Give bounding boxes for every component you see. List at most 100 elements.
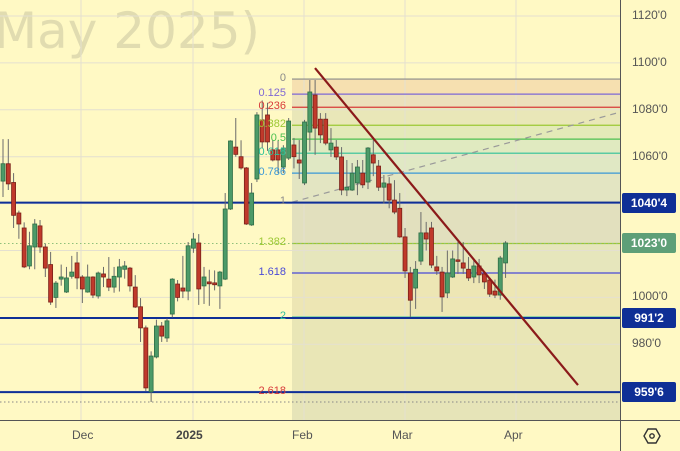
- candle-up[interactable]: [32, 223, 38, 248]
- candle-up[interactable]: [111, 275, 117, 288]
- candle-down[interactable]: [11, 182, 16, 216]
- candle-down[interactable]: [360, 172, 366, 186]
- candle-down[interactable]: [492, 290, 498, 296]
- candle-down[interactable]: [323, 118, 329, 144]
- candle-down[interactable]: [5, 163, 11, 185]
- candle-up[interactable]: [64, 277, 69, 293]
- candle-down[interactable]: [175, 283, 180, 298]
- candle-down[interactable]: [243, 167, 249, 225]
- candle-down[interactable]: [143, 327, 149, 389]
- candle-up[interactable]: [349, 172, 355, 191]
- candle-down[interactable]: [434, 266, 440, 272]
- candle-down[interactable]: [275, 149, 281, 161]
- candle-down[interactable]: [79, 276, 85, 290]
- candle-down[interactable]: [487, 279, 493, 295]
- candle-up[interactable]: [154, 325, 159, 358]
- candle-up[interactable]: [201, 276, 207, 287]
- candle-down[interactable]: [196, 242, 202, 290]
- candle-up[interactable]: [58, 276, 64, 280]
- candle-down[interactable]: [259, 119, 265, 143]
- candle-down[interactable]: [159, 325, 165, 337]
- candle-down[interactable]: [466, 268, 471, 279]
- candle-up[interactable]: [418, 232, 424, 262]
- candle-up[interactable]: [302, 121, 307, 184]
- candle-down[interactable]: [127, 267, 133, 287]
- candle-down[interactable]: [439, 271, 445, 298]
- candle-down[interactable]: [180, 287, 186, 292]
- candle-up[interactable]: [217, 271, 223, 287]
- candle-down[interactable]: [101, 273, 106, 278]
- candle-down[interactable]: [455, 259, 461, 262]
- candle-up[interactable]: [122, 265, 128, 270]
- fib-level-label: 1: [279, 195, 286, 208]
- candle-down[interactable]: [460, 262, 466, 269]
- candle-down[interactable]: [212, 282, 218, 286]
- candle-up[interactable]: [355, 166, 360, 184]
- candle-up[interactable]: [116, 266, 122, 278]
- candle-up[interactable]: [503, 242, 508, 264]
- candle-down[interactable]: [270, 149, 276, 161]
- candle-up[interactable]: [450, 258, 456, 278]
- candle-up[interactable]: [27, 245, 32, 267]
- candle-up[interactable]: [280, 147, 286, 168]
- candle-up[interactable]: [249, 192, 255, 226]
- candle-up[interactable]: [381, 182, 387, 188]
- candle-up[interactable]: [344, 186, 350, 191]
- candle-up[interactable]: [365, 147, 371, 183]
- candle-down[interactable]: [407, 272, 413, 301]
- candle-down[interactable]: [132, 286, 138, 308]
- candle-down[interactable]: [423, 232, 429, 240]
- candle-down[interactable]: [429, 227, 434, 266]
- candle-down[interactable]: [206, 281, 212, 285]
- candle-up[interactable]: [307, 91, 313, 133]
- candle-down[interactable]: [48, 264, 54, 303]
- candle-up[interactable]: [185, 245, 191, 292]
- candle-down[interactable]: [37, 225, 43, 248]
- candle-up[interactable]: [444, 272, 450, 294]
- candle-down[interactable]: [106, 278, 112, 288]
- candle-down[interactable]: [42, 246, 48, 269]
- candle-up[interactable]: [222, 208, 228, 280]
- candle-down[interactable]: [386, 183, 392, 201]
- candle-up[interactable]: [228, 140, 233, 210]
- candle-down[interactable]: [296, 159, 302, 164]
- candle-up[interactable]: [191, 238, 196, 249]
- fib-band: [292, 317, 620, 393]
- candle-down[interactable]: [376, 165, 381, 188]
- candle-down[interactable]: [339, 156, 344, 191]
- candle-down[interactable]: [265, 114, 270, 143]
- candle-down[interactable]: [74, 262, 80, 279]
- candle-down[interactable]: [333, 146, 339, 158]
- candle-down[interactable]: [291, 144, 297, 158]
- candle-up[interactable]: [471, 265, 477, 278]
- gear-hexagon-icon[interactable]: [643, 427, 661, 445]
- candle-down[interactable]: [138, 306, 143, 329]
- candle-up[interactable]: [169, 278, 175, 315]
- candle-down[interactable]: [238, 156, 244, 169]
- candle-down[interactable]: [402, 236, 408, 272]
- candle-down[interactable]: [21, 227, 27, 268]
- trend-line[interactable]: [314, 67, 579, 386]
- candle-down[interactable]: [90, 276, 96, 296]
- candle-up[interactable]: [497, 257, 503, 296]
- candle-up[interactable]: [85, 276, 91, 293]
- candle-down[interactable]: [370, 154, 376, 164]
- candle-down[interactable]: [397, 207, 403, 238]
- candle-up[interactable]: [95, 272, 101, 297]
- candle-down[interactable]: [233, 146, 239, 155]
- fib-level-label: 0.236: [258, 100, 286, 113]
- candle-up[interactable]: [286, 120, 292, 159]
- candle-down[interactable]: [317, 118, 323, 136]
- candle-up[interactable]: [69, 271, 75, 277]
- candle-down[interactable]: [312, 94, 318, 129]
- candle-up[interactable]: [328, 142, 334, 151]
- candle-up[interactable]: [0, 163, 6, 182]
- candle-up[interactable]: [254, 114, 260, 180]
- candle-up[interactable]: [148, 355, 154, 393]
- candle-down[interactable]: [392, 199, 397, 213]
- candle-down[interactable]: [16, 212, 22, 225]
- candle-up[interactable]: [413, 268, 419, 289]
- candle-up[interactable]: [164, 320, 170, 339]
- candle-up[interactable]: [53, 282, 59, 298]
